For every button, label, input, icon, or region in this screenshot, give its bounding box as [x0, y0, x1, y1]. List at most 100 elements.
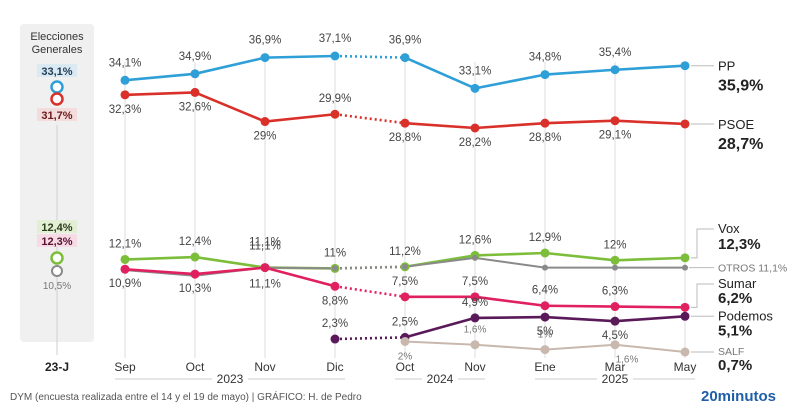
series-segment-psoe: [263, 112, 337, 123]
data-label-psoe: 28,8%: [389, 132, 422, 144]
election-pp-marker: [50, 80, 64, 94]
election-vox-marker: [50, 251, 64, 265]
election-pp-value: 33,1%: [41, 66, 72, 78]
data-label-vox: 11,2%: [389, 246, 421, 258]
data-label-sumar: 7,5%: [392, 276, 418, 288]
legend-name-podemos: Podemos: [718, 308, 773, 323]
series-segment-vox: [193, 255, 267, 269]
series-segment-pp: [334, 54, 406, 59]
data-point-pp: [470, 83, 480, 93]
x-tick-label: Sep: [114, 360, 136, 374]
series-segment-salf: [544, 343, 616, 351]
election-title-1: Elecciones: [30, 31, 84, 43]
legend-name-pp: PP: [718, 59, 735, 74]
data-label-pp: 33,1%: [459, 65, 492, 77]
x-tick-label: Oct: [186, 360, 205, 374]
election-psoe-bg: [37, 108, 77, 121]
data-label-psoe: 29,1%: [599, 130, 632, 142]
data-label-sumar: 6,3%: [602, 286, 628, 298]
legend-value-pp: 35,9%: [718, 78, 763, 95]
data-point-pp: [260, 53, 270, 63]
data-label-salf: 1,6%: [464, 325, 487, 336]
series-segment-vox: [473, 251, 547, 257]
series-segment-pp: [613, 64, 687, 72]
data-point-vox: [610, 255, 620, 265]
year-label: 2024: [427, 372, 454, 386]
data-label-sumar: 7,5%: [462, 276, 488, 288]
data-point-pp: [540, 70, 550, 80]
data-label-psoe: 28,2%: [459, 137, 492, 149]
data-label-sumar: 6,4%: [532, 285, 558, 297]
data-point-salf: [680, 347, 690, 357]
series-segment-otros: [334, 265, 406, 270]
series-segment-sumar: [193, 266, 267, 276]
series-segment-salf: [404, 340, 476, 346]
x-tick-label: Nov: [254, 360, 275, 374]
data-point-psoe: [540, 118, 550, 128]
data-label-psoe: 29,9%: [319, 93, 352, 105]
series-segment-psoe: [123, 91, 197, 97]
series-segment-podemos: [473, 315, 547, 320]
legend-value-podemos: 5,1%: [718, 322, 752, 339]
data-label-sumar: 10,9%: [109, 278, 142, 290]
series-segment-sumar: [263, 266, 337, 288]
data-point-salf: [540, 345, 550, 355]
data-point-sumar: [330, 281, 340, 291]
election-otros-marker: [51, 265, 63, 277]
data-point-psoe: [610, 116, 620, 126]
series-segment-psoe: [403, 121, 477, 130]
x-tick-label: May: [674, 360, 697, 374]
series-segment-psoe: [543, 119, 617, 125]
legend-name-otros: OTROS 11,1%: [718, 263, 787, 275]
data-point-psoe: [470, 123, 480, 133]
data-point-podemos: [470, 313, 480, 323]
data-point-pp: [680, 61, 690, 71]
data-label-vox: 11,1%: [249, 237, 281, 249]
legend-value-vox: 12,3%: [718, 236, 761, 253]
data-label-sumar: 8,8%: [322, 295, 348, 307]
x-tick-label: Oct: [396, 360, 415, 374]
x-tick-label: Dic: [326, 360, 343, 374]
data-point-sumar: [260, 263, 270, 273]
series-segment-psoe: [613, 119, 687, 126]
data-label-pp: 34,9%: [179, 51, 212, 63]
series-segment-pp: [193, 56, 267, 76]
series-segment-salf: [614, 343, 686, 353]
data-label-psoe: 32,6%: [179, 101, 212, 113]
legend-value-psoe: 28,7%: [718, 136, 763, 153]
series-segment-podemos: [403, 316, 477, 339]
legend-value-sumar: 6,2%: [718, 290, 752, 307]
series-segment-psoe: [334, 112, 406, 125]
data-label-podemos: 4,9%: [462, 297, 488, 309]
data-point-podemos: [330, 334, 340, 344]
data-point-sumar: [400, 292, 410, 302]
source-note: DYM (encuesta realizada entre el 14 y el…: [10, 392, 362, 403]
brand-logo[interactable]: 20minutos: [700, 388, 776, 405]
legend-name-sumar: Sumar: [718, 276, 757, 291]
series-segment-pp: [123, 72, 197, 82]
series-segment-vox: [123, 255, 197, 261]
data-point-psoe: [260, 117, 270, 127]
data-point-psoe: [330, 109, 340, 119]
series-segment-pp: [543, 68, 617, 76]
series-segment-salf: [474, 343, 546, 351]
election-vox-value: 12,4%: [41, 222, 72, 234]
year-label: 2025: [602, 372, 629, 386]
data-point-salf: [400, 336, 410, 346]
series-segment-sumar: [473, 295, 547, 308]
series-segment-pp: [473, 73, 547, 90]
series-segment-otros: [474, 256, 546, 269]
legend-name-psoe: PSOE: [718, 117, 754, 132]
legend-connector-sumar: [691, 283, 714, 308]
data-label-pp: 35,4%: [599, 47, 632, 59]
series-segment-vox: [543, 251, 617, 262]
election-psoe-marker: [50, 92, 64, 106]
data-label-psoe: 28,8%: [529, 132, 562, 144]
data-point-sumar: [470, 292, 480, 302]
series-segment-sumar: [543, 304, 617, 308]
data-label-salf: 1,6%: [616, 355, 639, 366]
x-axis: Sep Oct Nov Dic Oct Nov Ene Mar May 2023 2024 2025: [114, 360, 696, 386]
series-segment-sumar: [123, 267, 197, 276]
data-point-sumar: [120, 264, 130, 274]
